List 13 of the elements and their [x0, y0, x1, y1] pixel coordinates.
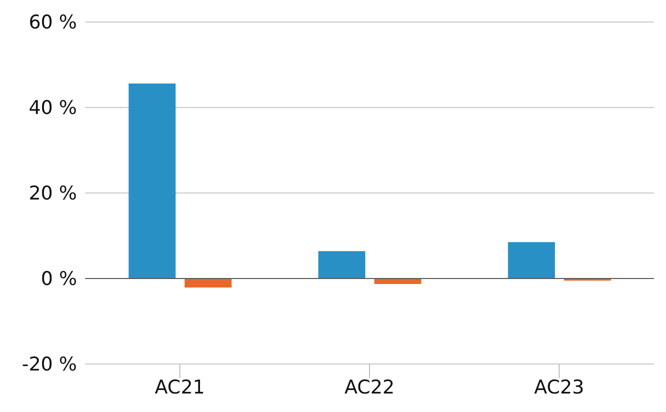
- x-tick-label: AC22: [344, 376, 395, 398]
- y-tick-label: 0 %: [40, 268, 77, 290]
- bar: [318, 251, 366, 278]
- bar: [374, 278, 422, 284]
- y-tick-label: 60 %: [28, 12, 77, 34]
- y-tick-label: 40 %: [28, 97, 77, 120]
- bar: [128, 84, 176, 278]
- x-tick-label: AC21: [154, 376, 205, 398]
- x-tick-label: AC23: [534, 376, 584, 398]
- y-tick-label: 20 %: [28, 182, 77, 205]
- bar: [508, 242, 555, 278]
- bar: [184, 278, 232, 288]
- y-tick-label: -20 %: [22, 354, 77, 376]
